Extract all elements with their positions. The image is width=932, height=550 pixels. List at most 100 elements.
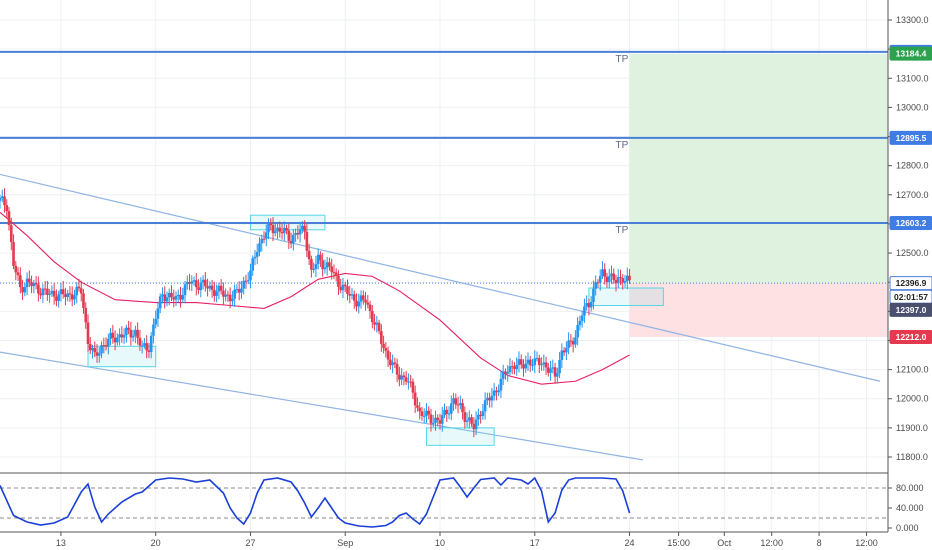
candle-body	[170, 292, 173, 298]
candle-body	[294, 232, 297, 235]
stoch-tick-label: 80.000	[896, 483, 924, 493]
candle-body	[413, 392, 417, 406]
candle-body	[289, 240, 293, 244]
candle-body	[332, 272, 336, 274]
candle-body	[12, 242, 15, 266]
candle-body	[398, 374, 401, 380]
candle-body	[298, 229, 302, 235]
candle-body	[556, 373, 559, 377]
candle-body	[422, 415, 426, 417]
candle-body	[134, 329, 137, 336]
candle-body	[314, 264, 318, 269]
candle-body	[5, 205, 9, 212]
candle-body	[386, 350, 390, 360]
candle-body	[547, 367, 550, 373]
candle-body	[506, 372, 509, 374]
time-tick-label: 12:00	[760, 538, 783, 548]
candle-body	[136, 329, 139, 338]
candle-body	[474, 419, 478, 430]
candle-body	[233, 289, 236, 299]
candle-body	[393, 362, 397, 364]
candle-body	[452, 398, 455, 404]
candle-body	[377, 322, 381, 332]
candle-body	[567, 340, 570, 348]
tp-levels: TP TP TP	[0, 50, 888, 236]
candle-body	[0, 196, 4, 199]
stochastic-line	[0, 476, 631, 528]
candle-body	[32, 283, 36, 287]
candle-body	[361, 295, 365, 300]
candle-body	[515, 364, 519, 369]
candle-body	[499, 378, 503, 391]
candle-body	[303, 225, 306, 232]
candle-body	[409, 381, 412, 383]
candle-body	[66, 293, 69, 298]
candle-body	[425, 410, 428, 416]
candle-body	[535, 358, 539, 360]
channel-lines	[0, 173, 881, 461]
candle-body	[443, 409, 446, 416]
candle-body	[43, 288, 47, 290]
candle-body	[495, 390, 498, 393]
candle-body	[501, 371, 505, 379]
candle-body	[519, 359, 523, 365]
candle-body	[603, 269, 607, 277]
candle-body	[21, 287, 24, 293]
candle-body	[445, 409, 449, 414]
candle-body	[255, 251, 259, 257]
candle-body	[127, 327, 130, 330]
candle-body	[201, 279, 205, 283]
candle-body	[14, 265, 18, 273]
candle-body	[319, 254, 322, 261]
candle-body	[156, 308, 160, 319]
candle-body	[48, 293, 51, 295]
candle-body	[382, 343, 385, 348]
candle-body	[328, 262, 331, 267]
candle-body	[79, 288, 83, 294]
candle-body	[91, 348, 94, 351]
price-badges: 13190.513184.412895.512603.212396.902:01…	[889, 44, 932, 344]
candle-body	[459, 403, 462, 406]
price-badge	[889, 130, 932, 145]
candle-body	[395, 363, 399, 375]
price-badge-label: 12895.5	[896, 133, 927, 143]
candle-body	[341, 284, 345, 291]
stoch-tick-label: 40.000	[896, 503, 924, 513]
candle-body	[517, 359, 521, 365]
time-tick-label: 13	[56, 538, 66, 548]
candle-body	[461, 403, 464, 413]
candle-body	[34, 283, 38, 285]
stochastic-panel	[0, 472, 888, 528]
candle-body	[296, 232, 300, 235]
highlight-box	[425, 427, 495, 446]
candle-body	[258, 243, 261, 252]
moving-average	[0, 211, 630, 385]
candle-body	[287, 230, 291, 241]
time-tick-label: 24	[625, 538, 635, 548]
price-badge-label: 02:01:57	[894, 292, 928, 302]
candle-body	[276, 227, 279, 232]
stop-zone	[629, 283, 888, 337]
candle-body	[316, 254, 320, 265]
candle-body	[183, 284, 187, 296]
candle-body	[204, 279, 207, 287]
candle-body	[165, 297, 169, 302]
candle-body	[384, 347, 388, 351]
candle-body	[280, 231, 284, 234]
candle-body	[158, 296, 162, 309]
candle-body	[57, 294, 60, 301]
candle-body	[628, 275, 631, 281]
candle-body	[544, 362, 548, 368]
candle-body	[418, 407, 421, 412]
candle-body	[337, 276, 340, 287]
candle-body	[231, 298, 234, 302]
candle-body	[380, 331, 383, 344]
candle-body	[122, 335, 126, 338]
candle-body	[116, 337, 119, 343]
candle-body	[526, 359, 530, 364]
candle-body	[176, 294, 180, 296]
candle-body	[569, 340, 573, 342]
candle-body	[102, 345, 106, 347]
candle-body	[533, 358, 537, 366]
